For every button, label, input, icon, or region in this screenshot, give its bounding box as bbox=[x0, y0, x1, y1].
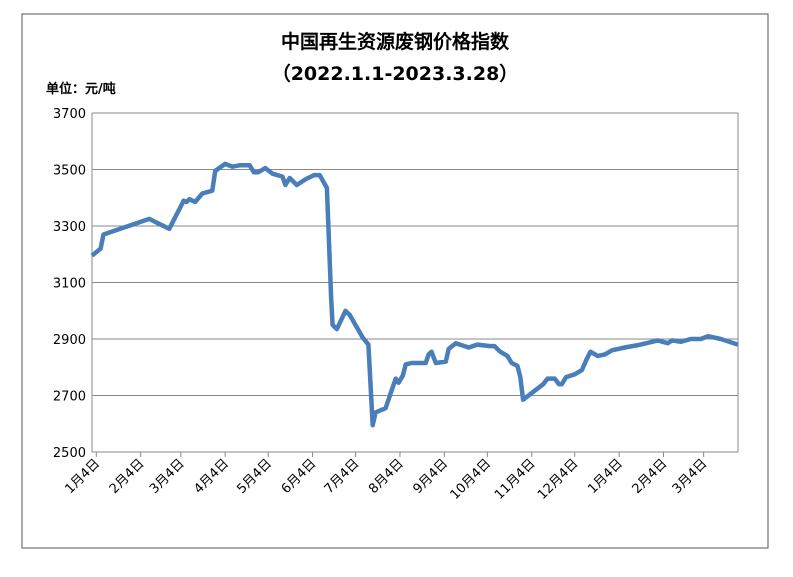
y-tick-label: 2900 bbox=[53, 333, 86, 348]
y-tick-label: 3100 bbox=[53, 277, 86, 292]
y-axis-label: 单位：元/吨 bbox=[46, 81, 116, 97]
y-tick-label: 2700 bbox=[53, 390, 86, 405]
chart-title: 中国再生资源废钢价格指数 bbox=[281, 30, 510, 53]
chart-frame bbox=[21, 13, 769, 549]
chart-subtitle: （2022.1.1-2023.3.28） bbox=[272, 62, 519, 85]
y-tick-label: 3300 bbox=[53, 220, 86, 235]
y-tick-label: 3500 bbox=[53, 164, 86, 179]
y-tick-label: 2500 bbox=[53, 446, 86, 461]
data-line bbox=[90, 161, 739, 428]
y-tick-label: 3700 bbox=[53, 107, 86, 122]
